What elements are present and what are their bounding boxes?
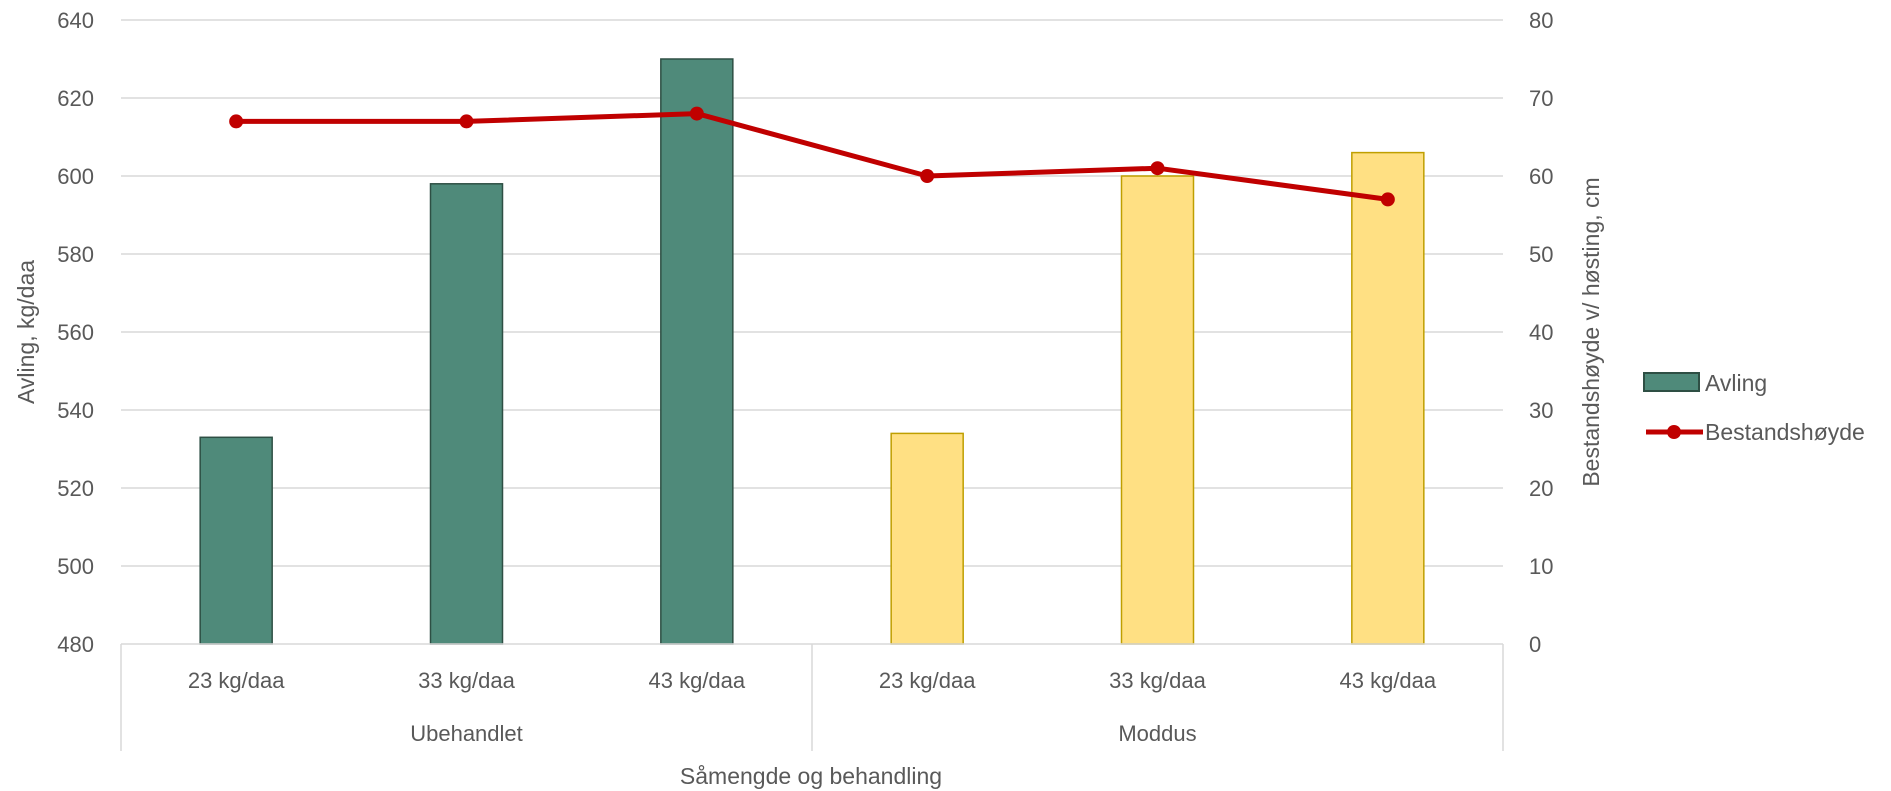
point-bestandshoyde-4 <box>920 169 935 183</box>
legend-label-avling: Avling <box>1705 370 1767 396</box>
legend-marker-bestandshoyde <box>1667 425 1681 439</box>
y-tick-label-right: 50 <box>1529 242 1553 267</box>
point-bestandshoyde-2 <box>459 114 474 129</box>
point-bestandshoyde-6 <box>1380 192 1395 207</box>
x-category-label: 33 kg/daa <box>1109 668 1206 693</box>
x-category-label: 23 kg/daa <box>879 668 976 693</box>
y-tick-label-left: 520 <box>57 476 94 501</box>
axes <box>120 643 1504 751</box>
bar-series-avling <box>199 58 1425 645</box>
line-bestandshoyde <box>233 111 1391 202</box>
bar-avling-4 <box>890 432 964 645</box>
y-tick-label-right: 0 <box>1529 632 1541 657</box>
y-axis-title-right: Bestandshøyde v/ høsting, cm <box>1578 177 1604 486</box>
bar-avling-5 <box>1120 175 1195 645</box>
gridlines <box>121 19 1503 567</box>
bar-avling-6 <box>1351 151 1425 645</box>
x-category-label: 43 kg/daa <box>649 668 746 693</box>
y-tick-label-left: 620 <box>57 86 94 111</box>
bar-avling-2 <box>429 183 504 645</box>
y-tick-label-left: 640 <box>57 8 94 33</box>
y-tick-label-right: 20 <box>1529 476 1553 501</box>
y-tick-label-left: 540 <box>57 398 94 423</box>
y-tick-label-right: 60 <box>1529 164 1553 189</box>
line-series-bestandshoyde <box>229 106 1395 207</box>
y-tick-label-left: 560 <box>57 320 94 345</box>
tick-labels: 480 500 520 540 560 580 600 620 640 0 10 20 30 40 50 60… <box>57 8 1553 746</box>
y-tick-label-left: 580 <box>57 242 94 267</box>
point-bestandshoyde-5 <box>1150 161 1165 176</box>
bar-avling-3 <box>660 58 734 645</box>
y-tick-label-left: 480 <box>57 632 94 657</box>
legend-label-bestandshoyde: Bestandshøyde <box>1705 419 1865 445</box>
x-axis-title: Såmengde og behandling <box>680 763 942 789</box>
x-category-label: 23 kg/daa <box>188 668 285 693</box>
point-bestandshoyde-1 <box>229 114 244 129</box>
y-tick-label-left: 600 <box>57 164 94 189</box>
y-tick-label-right: 80 <box>1529 8 1553 33</box>
y-axis-title-left: Avling, kg/daa <box>13 260 39 404</box>
y-tick-label-right: 40 <box>1529 320 1553 345</box>
bar-avling-1 <box>199 436 273 645</box>
point-bestandshoyde-3 <box>689 106 704 121</box>
x-category-label: 43 kg/daa <box>1340 668 1437 693</box>
x-category-label: 33 kg/daa <box>418 668 515 693</box>
y-tick-label-left: 500 <box>57 554 94 579</box>
x-group-label: Ubehandlet <box>410 721 523 746</box>
y-tick-label-right: 10 <box>1529 554 1553 579</box>
legend: Avling Bestandshøyde <box>1643 370 1865 445</box>
x-group-label: Moddus <box>1118 721 1196 746</box>
y-tick-label-right: 70 <box>1529 86 1553 111</box>
legend-swatch-avling <box>1643 372 1700 392</box>
y-tick-label-right: 30 <box>1529 398 1553 423</box>
